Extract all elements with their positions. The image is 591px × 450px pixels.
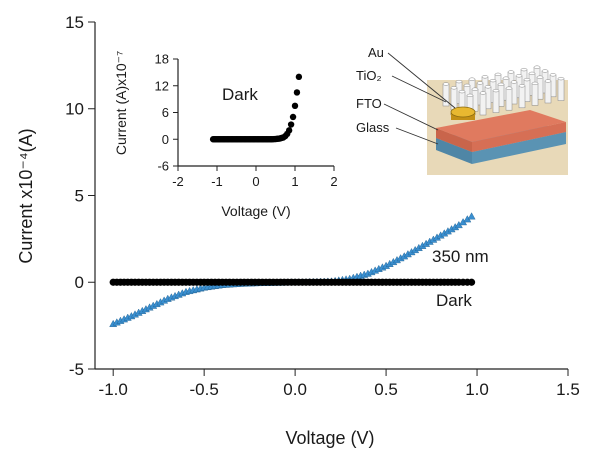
- nanorod-top: [544, 79, 552, 83]
- glass-front: [472, 132, 566, 164]
- label-fto: FTO: [356, 96, 382, 111]
- nanorod-top: [531, 81, 539, 86]
- main-x-axis-label: Voltage (V): [285, 428, 374, 448]
- nanorod-top: [502, 76, 510, 80]
- nanorod: [505, 87, 513, 111]
- nanorod-top: [466, 93, 474, 98]
- inset-dark-point: [285, 127, 293, 134]
- inset-dark-point: [291, 102, 299, 110]
- label-tio2: TiO₂: [356, 68, 382, 83]
- leader-fto: [383, 103, 439, 131]
- tio2-nanorods: [442, 65, 565, 118]
- series-350nm-point: [467, 212, 476, 220]
- main-y-axis-label: Current x10⁻⁴(A): [16, 128, 36, 263]
- main-annotation-350nm: 350 nm: [432, 247, 489, 266]
- fto-layer: [436, 110, 566, 142]
- nanorod-top: [468, 77, 476, 81]
- inset-y-tick-label: 6: [162, 105, 169, 120]
- fto-side: [436, 128, 472, 152]
- glass-side: [436, 138, 472, 164]
- nanorod: [518, 85, 526, 109]
- nanorod: [492, 90, 500, 113]
- nanorod: [557, 78, 565, 101]
- leader-glass: [395, 127, 439, 145]
- inset-x-tick-label: 1: [291, 174, 298, 189]
- nanorod-top: [463, 83, 471, 88]
- inset-y-tick-label: 12: [155, 78, 169, 93]
- nanorod-top: [489, 78, 497, 83]
- main-x-tick-label: 0.5: [374, 380, 398, 399]
- fto-front: [472, 122, 566, 152]
- nanorod-top: [450, 86, 458, 90]
- nanorod: [479, 92, 487, 116]
- nanorod-top: [523, 77, 531, 82]
- nanorod-top: [494, 72, 502, 77]
- inset-y-tick-label: 18: [155, 52, 169, 67]
- inset-series: [209, 73, 303, 143]
- nanorod-top: [536, 75, 544, 79]
- nanorod: [531, 83, 539, 106]
- nanorod-top: [492, 88, 500, 93]
- nanorod-top: [455, 79, 463, 84]
- main-y-tick-label: 10: [65, 100, 84, 119]
- inset-dark-point: [287, 121, 295, 128]
- inset-x-tick-label: -1: [211, 174, 223, 189]
- nanorod-top: [507, 70, 515, 74]
- nanorod-top: [528, 71, 536, 76]
- inset-dark-point: [293, 89, 301, 96]
- main-y-tick-label: -5: [69, 360, 84, 379]
- nanorod-top: [520, 67, 528, 72]
- nanorod-top: [518, 84, 526, 88]
- inset-dark-point: [289, 113, 297, 121]
- nanorod-top: [471, 87, 479, 91]
- nanorod-top: [505, 86, 513, 90]
- au-contact-top: [450, 106, 476, 118]
- series-dark-point: [467, 278, 476, 286]
- inset-dark-point: [295, 73, 303, 81]
- inset-annotation-dark: Dark: [222, 85, 258, 104]
- nanorod: [544, 80, 552, 104]
- nanorod-top: [549, 73, 557, 77]
- nanorod-top: [484, 85, 492, 89]
- nanorod-top: [476, 81, 484, 85]
- nanorod-top: [497, 82, 505, 87]
- main-annotation-dark: Dark: [436, 291, 472, 310]
- inset-y-tick-label: -6: [157, 159, 169, 174]
- nanorod-top: [479, 91, 487, 95]
- nanorod-top: [510, 80, 518, 84]
- main-x-tick-label: 1.5: [556, 380, 580, 399]
- leader-au: [387, 52, 456, 109]
- inset-y-axis-label: Current (A)x10⁻⁷: [113, 51, 129, 155]
- nanorod-top: [533, 65, 541, 69]
- nanorod-top: [541, 69, 549, 73]
- nanorod-top: [458, 89, 466, 94]
- inset-x-tick-label: 0: [252, 174, 259, 189]
- nanorod-top: [557, 76, 565, 81]
- leader-tio2: [391, 75, 447, 103]
- inset-x-tick-label: 2: [330, 174, 337, 189]
- main-y-tick-label: 0: [75, 273, 84, 292]
- inset-x-tick-label: -2: [172, 174, 184, 189]
- nanorod-top: [481, 75, 489, 79]
- label-glass: Glass: [356, 120, 390, 135]
- main-y-tick-label: 5: [75, 186, 84, 205]
- main-series: [109, 212, 476, 327]
- main-y-tick-label: 15: [65, 13, 84, 32]
- main-x-tick-label: -0.5: [190, 380, 219, 399]
- inset-y-tick-label: 0: [162, 132, 169, 147]
- label-au: Au: [368, 45, 384, 60]
- main-x-tick-label: 0.0: [283, 380, 307, 399]
- nanorod-top: [515, 74, 523, 78]
- main-x-tick-label: 1.0: [465, 380, 489, 399]
- nanorod: [450, 87, 458, 111]
- device-schematic: Au TiO₂ FTO Glass: [356, 45, 568, 175]
- inset-x-axis-label: Voltage (V): [221, 203, 290, 219]
- nanorod-top: [442, 82, 450, 86]
- main-x-tick-label: -1.0: [99, 380, 128, 399]
